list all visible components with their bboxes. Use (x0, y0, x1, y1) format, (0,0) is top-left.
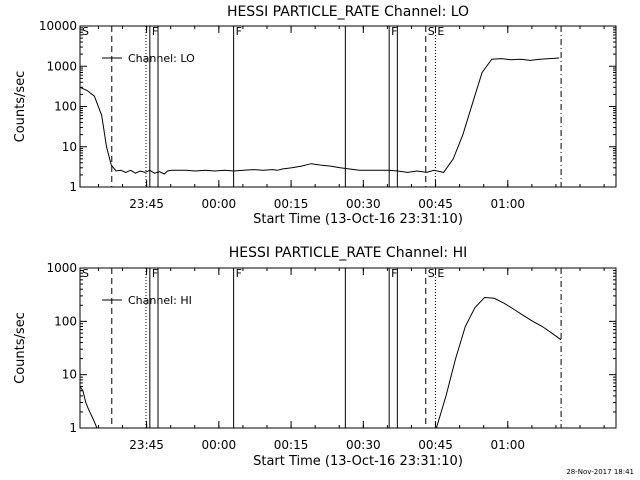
y-axis-label: Counts/sec (13, 71, 28, 143)
y-tick-label: 1 (69, 421, 77, 435)
y-axis-label: Counts/sec (13, 312, 28, 384)
y-tick-label: 10 (62, 368, 77, 382)
y-tick-label: 1000 (46, 261, 77, 275)
plot-frame (79, 267, 617, 429)
series-line (79, 296, 562, 429)
y-tick-label: 1000 (46, 59, 77, 73)
x-tick-label: 00:45 (418, 438, 453, 452)
series-line (79, 57, 560, 175)
x-axis-label: Start Time (13-Oct-16 23:31:10) (253, 454, 463, 469)
chart-panel-2: HESSI PARTICLE_RATE Channel: HI 1 10 100 100… (13, 245, 617, 469)
annotation-label: F (152, 267, 158, 280)
chart-title: HESSI PARTICLE_RATE Channel: HI (229, 245, 467, 261)
x-tick-label: 23:45 (129, 438, 164, 452)
chart-panel-1: HESSI PARTICLE_RATE Channel: LO 1 10 100 100… (13, 4, 617, 227)
y-tick-label: 1 (69, 180, 77, 194)
x-tick-label: 01:00 (490, 197, 525, 211)
annotation-label: S (428, 267, 435, 280)
annotation-label: S (428, 25, 435, 38)
y-tick-label: 10000 (39, 19, 77, 33)
annotation-label: F (236, 25, 242, 38)
footer-timestamp: 28-Nov-2017 18:41 (566, 468, 634, 476)
x-tick-label: 23:45 (129, 197, 164, 211)
y-tick-label: 10 (62, 140, 77, 154)
legend-label: Channel: LO (128, 52, 195, 65)
x-tick-label: 00:00 (202, 197, 237, 211)
plot-frame (79, 25, 617, 188)
x-axis-label: Start Time (13-Oct-16 23:31:10) (253, 212, 463, 227)
annotation-label: F (236, 267, 242, 280)
x-tick-label: 00:00 (202, 438, 237, 452)
x-tick-label: 00:30 (346, 438, 381, 452)
x-tick-label: 00:15 (274, 197, 309, 211)
chart-title: HESSI PARTICLE_RATE Channel: LO (227, 4, 469, 20)
annotation-label: F (391, 267, 397, 280)
annotation-label: S (82, 25, 89, 38)
legend-label: Channel: HI (128, 294, 192, 307)
annotation-label: E (437, 267, 444, 280)
annotation-label: E (437, 25, 444, 38)
annotation-label: F (391, 25, 397, 38)
x-tick-label: 01:00 (490, 438, 525, 452)
annotation-label: F (152, 25, 158, 38)
x-tick-label: 00:30 (346, 197, 381, 211)
x-tick-label: 00:45 (418, 197, 453, 211)
annotation-label: S (82, 267, 89, 280)
y-tick-label: 100 (54, 314, 77, 328)
y-tick-label: 100 (54, 100, 77, 114)
x-tick-label: 00:15 (274, 438, 309, 452)
